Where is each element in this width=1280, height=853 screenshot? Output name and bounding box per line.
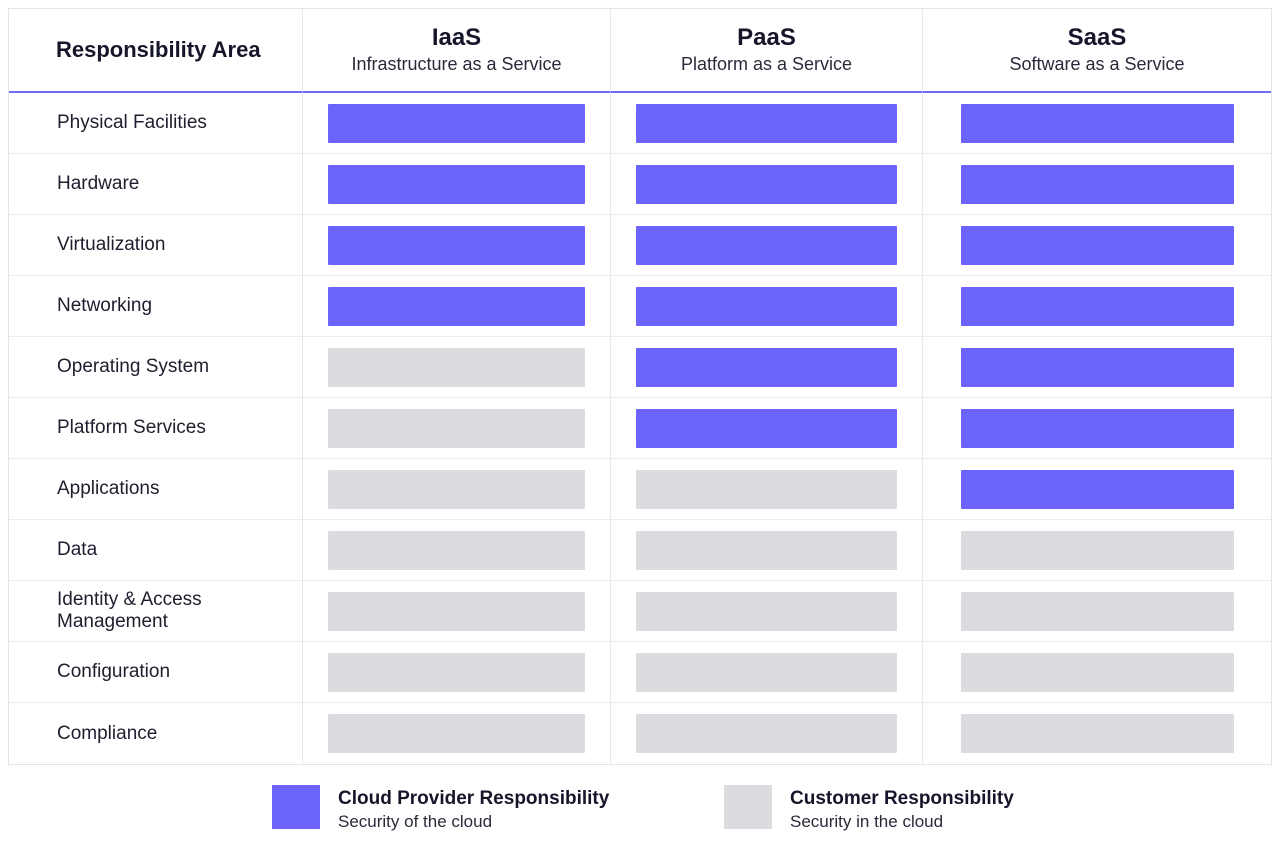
- iaas-cell: [303, 642, 611, 703]
- legend: Cloud Provider Responsibility Security o…: [0, 785, 1280, 845]
- saas-cell: [923, 154, 1271, 215]
- row-label: Data: [9, 520, 303, 581]
- provider-responsibility-bar: [960, 103, 1234, 143]
- iaas-cell: [303, 276, 611, 337]
- saas-cell: [923, 215, 1271, 276]
- provider-responsibility-bar: [960, 225, 1234, 265]
- row-label: Identity & Access Management: [9, 581, 303, 642]
- customer-responsibility-bar: [328, 652, 585, 692]
- row-label: Virtualization: [9, 215, 303, 276]
- row-label: Operating System: [9, 337, 303, 398]
- customer-responsibility-bar: [960, 714, 1234, 753]
- provider-responsibility-bar: [960, 408, 1234, 448]
- paas-cell: [611, 215, 923, 276]
- row-label: Networking: [9, 276, 303, 337]
- paas-cell: [611, 642, 923, 703]
- paas-cell: [611, 459, 923, 520]
- header-model-description: Software as a Service: [1009, 54, 1185, 74]
- saas-cell: [923, 642, 1271, 703]
- header-model-name: PaaS: [737, 24, 796, 51]
- customer-responsibility-bar: [636, 652, 897, 692]
- iaas-cell: [303, 154, 611, 215]
- iaas-cell: [303, 581, 611, 642]
- saas-cell: [923, 398, 1271, 459]
- provider-responsibility-bar: [328, 164, 585, 204]
- legend-title: Customer Responsibility: [790, 788, 1014, 809]
- provider-responsibility-bar: [960, 347, 1234, 387]
- provider-responsibility-bar: [636, 408, 897, 448]
- legend-item-customer: Customer Responsibility Security in the …: [724, 785, 1014, 833]
- iaas-cell: [303, 337, 611, 398]
- customer-responsibility-bar: [328, 408, 585, 448]
- header-saas: SaaS Software as a Service: [923, 9, 1271, 93]
- iaas-cell: [303, 703, 611, 764]
- responsibility-matrix: Responsibility Area IaaS Infrastructure …: [8, 8, 1272, 765]
- customer-responsibility-bar: [328, 530, 585, 570]
- customer-responsibility-bar: [636, 530, 897, 570]
- provider-responsibility-bar: [960, 469, 1234, 509]
- saas-cell: [923, 703, 1271, 764]
- legend-swatch-provider: [272, 785, 320, 829]
- paas-cell: [611, 581, 923, 642]
- saas-cell: [923, 93, 1271, 154]
- provider-responsibility-bar: [636, 347, 897, 387]
- provider-responsibility-bar: [960, 164, 1234, 204]
- header-model-name: SaaS: [1067, 24, 1127, 51]
- customer-responsibility-bar: [960, 591, 1234, 631]
- iaas-cell: [303, 459, 611, 520]
- provider-responsibility-bar: [636, 164, 897, 204]
- header-paas: PaaS Platform as a Service: [611, 9, 923, 93]
- header-model-description: Infrastructure as a Service: [351, 54, 562, 74]
- saas-cell: [923, 459, 1271, 520]
- header-area-label: Responsibility Area: [56, 37, 261, 62]
- provider-responsibility-bar: [636, 103, 897, 143]
- customer-responsibility-bar: [328, 591, 585, 631]
- customer-responsibility-bar: [960, 652, 1234, 692]
- row-label: Hardware: [9, 154, 303, 215]
- paas-cell: [611, 520, 923, 581]
- iaas-cell: [303, 215, 611, 276]
- customer-responsibility-bar: [636, 591, 897, 631]
- provider-responsibility-bar: [636, 286, 897, 326]
- header-iaas: IaaS Infrastructure as a Service: [303, 9, 611, 93]
- paas-cell: [611, 398, 923, 459]
- legend-title: Cloud Provider Responsibility: [338, 788, 610, 809]
- customer-responsibility-bar: [328, 469, 585, 509]
- paas-cell: [611, 154, 923, 215]
- saas-cell: [923, 520, 1271, 581]
- customer-responsibility-bar: [960, 530, 1234, 570]
- customer-responsibility-bar: [328, 714, 585, 753]
- customer-responsibility-bar: [328, 347, 585, 387]
- saas-cell: [923, 581, 1271, 642]
- row-label: Physical Facilities: [9, 93, 303, 154]
- legend-swatch-customer: [724, 785, 772, 829]
- provider-responsibility-bar: [328, 103, 585, 143]
- provider-responsibility-bar: [960, 286, 1234, 326]
- row-label: Compliance: [9, 703, 303, 764]
- provider-responsibility-bar: [328, 286, 585, 326]
- provider-responsibility-bar: [328, 225, 585, 265]
- row-label: Configuration: [9, 642, 303, 703]
- paas-cell: [611, 276, 923, 337]
- paas-cell: [611, 337, 923, 398]
- paas-cell: [611, 93, 923, 154]
- saas-cell: [923, 276, 1271, 337]
- legend-subtitle: Security in the cloud: [790, 812, 944, 831]
- header-model-description: Platform as a Service: [680, 54, 853, 74]
- legend-subtitle: Security of the cloud: [338, 812, 493, 831]
- customer-responsibility-bar: [636, 714, 897, 753]
- row-label: Platform Services: [9, 398, 303, 459]
- iaas-cell: [303, 520, 611, 581]
- iaas-cell: [303, 93, 611, 154]
- header-model-name: IaaS: [431, 24, 482, 51]
- header-responsibility-area: Responsibility Area: [9, 9, 303, 93]
- legend-item-provider: Cloud Provider Responsibility Security o…: [272, 785, 609, 833]
- provider-responsibility-bar: [636, 225, 897, 265]
- row-label: Applications: [9, 459, 303, 520]
- paas-cell: [611, 703, 923, 764]
- saas-cell: [923, 337, 1271, 398]
- iaas-cell: [303, 398, 611, 459]
- customer-responsibility-bar: [636, 469, 897, 509]
